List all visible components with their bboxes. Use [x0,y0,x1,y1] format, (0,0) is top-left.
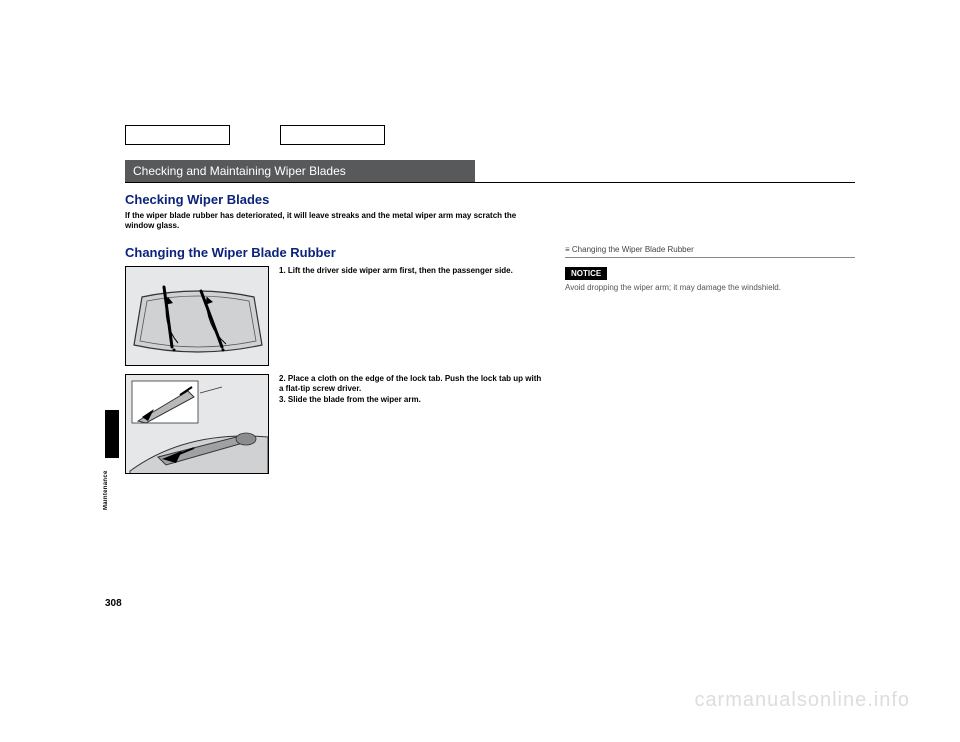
header-box-left [125,125,230,145]
step-2: 2. Place a cloth on the edge of the lock… [279,374,545,395]
figure-locktab: Lock Tab [125,374,269,474]
notice-badge: NOTICE [565,267,607,280]
step-1: 1. Lift the driver side wiper arm first,… [279,266,513,276]
para-checking: If the wiper blade rubber has deteriorat… [125,211,545,231]
sidebar-title: Changing the Wiper Blade Rubber [565,245,855,254]
heading-changing: Changing the Wiper Blade Rubber [125,245,545,260]
steps-2-3: 2. Place a cloth on the edge of the lock… [279,374,545,405]
watermark: carmanualsonline.info [694,689,910,712]
page-number: 308 [105,598,122,609]
sidebar-rule [565,257,855,258]
figure-windshield [125,266,269,366]
notice-text: Avoid dropping the wiper arm; it may dam… [565,283,855,293]
banner-rule [125,182,855,183]
header-box-right [280,125,385,145]
heading-checking: Checking Wiper Blades [125,192,545,207]
chapter-tab [105,410,119,458]
chapter-label: Maintenance [103,470,109,510]
step-3: 3. Slide the blade from the wiper arm. [279,395,545,405]
section-banner: Checking and Maintaining Wiper Blades [125,160,475,182]
